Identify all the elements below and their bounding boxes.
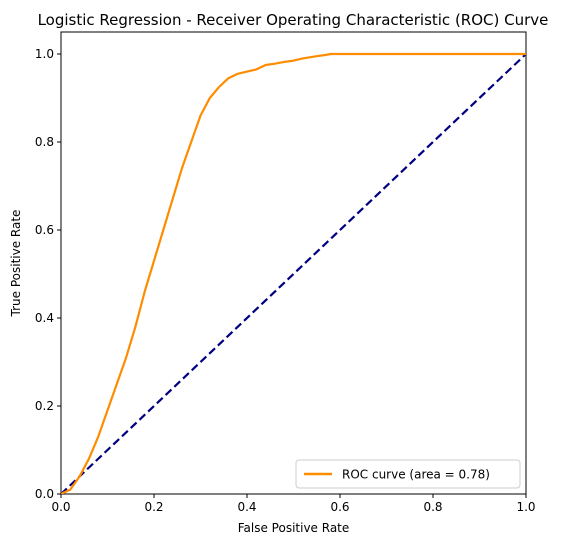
y-tick-label: 0.0 (35, 487, 54, 501)
chart-title: Logistic Regression - Receiver Operating… (38, 11, 549, 29)
y-axis: 0.0 0.2 0.4 0.6 0.8 1.0 (35, 47, 61, 501)
y-axis-label: True Positive Rate (9, 210, 23, 318)
x-tick-label: 1.0 (516, 500, 535, 514)
chance-diagonal-line (61, 53, 526, 494)
x-tick-label: 0.4 (237, 500, 256, 514)
x-axis-label: False Positive Rate (238, 521, 350, 535)
legend-roc-label: ROC curve (area = 0.78) (342, 468, 490, 482)
y-tick-label: 0.8 (35, 135, 54, 149)
legend: ROC curve (area = 0.78) (295, 459, 521, 489)
legend-box (295, 459, 521, 489)
y-tick-label: 0.2 (35, 399, 54, 413)
y-tick-label: 0.4 (35, 311, 54, 325)
x-tick-label: 0.0 (51, 500, 70, 514)
x-tick-label: 0.6 (330, 500, 349, 514)
roc-curve-line (61, 52, 526, 494)
x-axis: 0.0 0.2 0.4 0.6 0.8 1.0 (51, 494, 536, 514)
x-tick-label: 0.2 (144, 500, 163, 514)
y-tick-label: 0.6 (35, 223, 54, 237)
series-layer (61, 52, 526, 494)
x-tick-label: 0.8 (423, 500, 442, 514)
plot-area (60, 31, 527, 495)
y-tick-label: 1.0 (35, 47, 54, 61)
